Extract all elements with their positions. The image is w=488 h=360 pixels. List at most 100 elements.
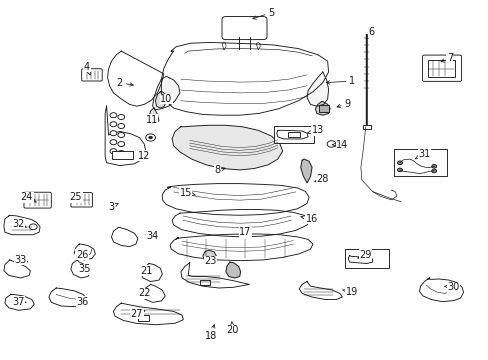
FancyBboxPatch shape	[422, 55, 461, 81]
Text: 27: 27	[130, 309, 144, 319]
Text: 5: 5	[252, 8, 274, 19]
Text: 37: 37	[12, 297, 26, 307]
Circle shape	[118, 132, 124, 138]
Polygon shape	[149, 108, 159, 124]
Text: 11: 11	[145, 114, 158, 125]
Text: 33: 33	[14, 255, 27, 265]
Text: 16: 16	[300, 214, 318, 224]
Circle shape	[148, 136, 152, 139]
Text: 21: 21	[140, 266, 153, 276]
Polygon shape	[161, 42, 328, 115]
Text: 2: 2	[117, 78, 133, 88]
Circle shape	[110, 122, 117, 127]
Text: 36: 36	[76, 297, 88, 307]
Bar	[199, 280, 210, 285]
Text: 24: 24	[20, 192, 36, 202]
Polygon shape	[172, 210, 308, 237]
Polygon shape	[276, 130, 307, 139]
Text: 26: 26	[76, 250, 89, 260]
Text: 22: 22	[138, 288, 150, 298]
Circle shape	[326, 141, 335, 147]
Polygon shape	[49, 288, 87, 307]
Text: 7: 7	[440, 53, 452, 63]
Circle shape	[118, 150, 124, 156]
Bar	[273, 126, 313, 143]
Text: 3: 3	[108, 202, 118, 212]
Polygon shape	[299, 282, 342, 300]
Polygon shape	[181, 263, 249, 288]
Polygon shape	[5, 294, 34, 310]
Polygon shape	[152, 76, 180, 110]
Bar	[427, 60, 454, 77]
FancyBboxPatch shape	[24, 192, 51, 208]
Circle shape	[118, 141, 124, 147]
Text: 19: 19	[342, 287, 358, 297]
Text: 18: 18	[204, 325, 217, 341]
Polygon shape	[315, 102, 329, 115]
Polygon shape	[4, 215, 40, 235]
Polygon shape	[300, 159, 311, 183]
Circle shape	[397, 168, 402, 172]
Text: 35: 35	[78, 264, 90, 274]
Bar	[318, 105, 328, 112]
FancyBboxPatch shape	[71, 193, 92, 207]
Circle shape	[110, 149, 117, 154]
Polygon shape	[107, 51, 163, 106]
Text: 29: 29	[357, 250, 371, 260]
Polygon shape	[113, 303, 183, 325]
Polygon shape	[170, 234, 312, 261]
Bar	[138, 315, 148, 321]
Polygon shape	[71, 260, 90, 278]
Circle shape	[29, 224, 37, 230]
Text: 13: 13	[307, 125, 324, 135]
Circle shape	[110, 113, 117, 118]
Circle shape	[431, 169, 436, 173]
Bar	[112, 151, 133, 159]
Polygon shape	[419, 278, 463, 302]
Text: 8: 8	[214, 165, 225, 175]
Polygon shape	[105, 106, 145, 166]
Polygon shape	[172, 125, 282, 170]
Polygon shape	[142, 284, 165, 302]
Text: 23: 23	[203, 256, 216, 266]
Text: 17: 17	[239, 227, 251, 237]
Polygon shape	[155, 92, 166, 108]
Text: 28: 28	[314, 174, 328, 184]
Text: 14: 14	[332, 140, 348, 150]
Text: 6: 6	[366, 27, 374, 39]
Text: 34: 34	[145, 231, 159, 241]
Circle shape	[118, 114, 124, 120]
Text: 15: 15	[179, 188, 195, 198]
Bar	[344, 249, 388, 268]
FancyBboxPatch shape	[81, 69, 102, 81]
Polygon shape	[74, 244, 95, 260]
Bar	[393, 149, 447, 176]
Bar	[287, 132, 299, 137]
Circle shape	[431, 165, 436, 168]
FancyBboxPatch shape	[222, 17, 266, 40]
Text: 9: 9	[336, 99, 349, 109]
Polygon shape	[111, 228, 138, 247]
Text: 4: 4	[84, 62, 90, 75]
Text: 25: 25	[69, 192, 82, 202]
Text: 10: 10	[160, 94, 173, 104]
Circle shape	[118, 123, 124, 129]
Polygon shape	[141, 264, 162, 282]
Circle shape	[110, 131, 117, 136]
Polygon shape	[225, 262, 240, 278]
Text: 31: 31	[414, 149, 430, 159]
Circle shape	[397, 161, 402, 165]
Circle shape	[145, 134, 155, 141]
Polygon shape	[4, 260, 30, 278]
Text: 12: 12	[138, 150, 150, 161]
Circle shape	[110, 140, 117, 145]
Text: 20: 20	[226, 322, 239, 336]
Text: 30: 30	[444, 282, 459, 292]
Polygon shape	[306, 72, 328, 106]
Polygon shape	[347, 256, 372, 264]
Text: 1: 1	[325, 76, 354, 86]
Polygon shape	[162, 184, 308, 215]
Polygon shape	[203, 250, 216, 263]
Bar	[362, 125, 370, 129]
Text: 32: 32	[12, 219, 26, 229]
